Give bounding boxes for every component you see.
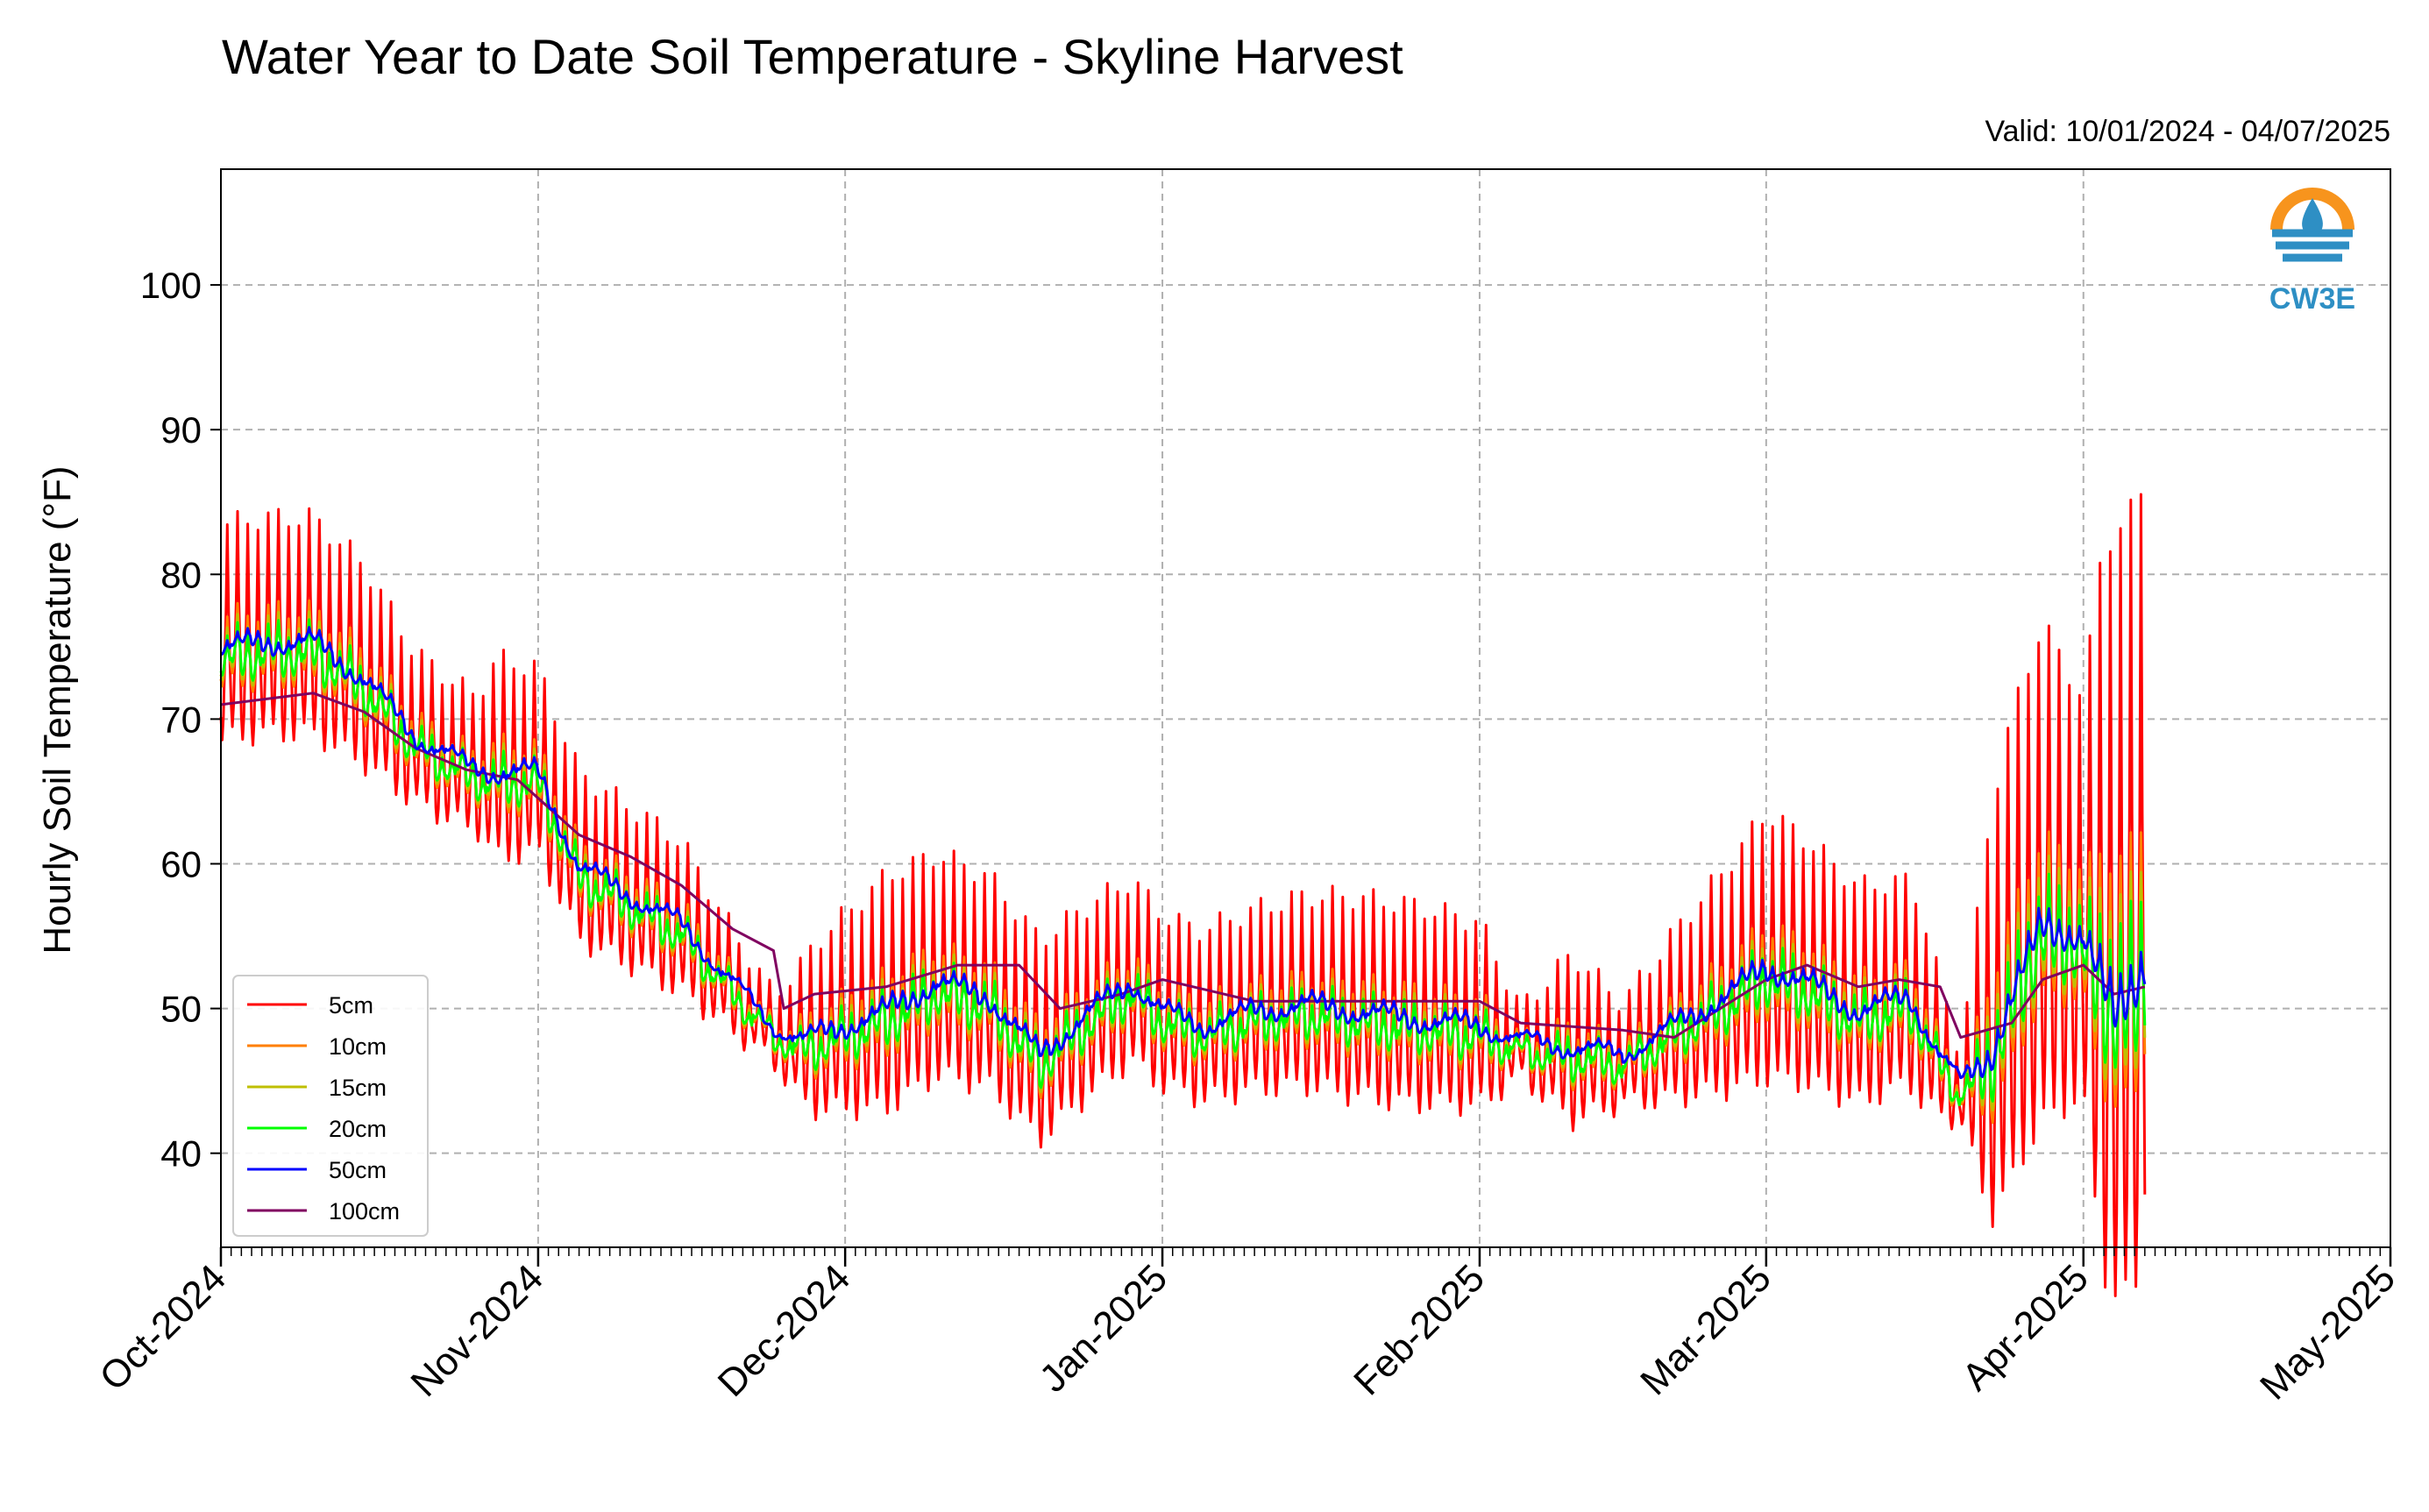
legend-label-10cm: 10cm <box>329 1033 387 1060</box>
y-tick-label: 80 <box>160 554 202 595</box>
valid-range: Valid: 10/01/2024 - 04/07/2025 <box>1985 115 2390 148</box>
y-tick-label: 100 <box>140 265 202 306</box>
series-lines <box>219 493 2147 1297</box>
y-tick-label: 60 <box>160 843 202 884</box>
logo-drop-icon <box>2302 198 2323 236</box>
chart-title: Water Year to Date Soil Temperature - Sk… <box>222 29 1403 84</box>
cw3e-logo: CW3E <box>2269 188 2356 316</box>
legend-box <box>232 975 429 1237</box>
legend-label-100cm: 100cm <box>329 1198 400 1225</box>
series-line-50cm <box>220 626 2147 1080</box>
legend-label-20cm: 20cm <box>329 1116 387 1142</box>
legend-label-50cm: 50cm <box>329 1157 387 1183</box>
legend-label-5cm: 5cm <box>329 992 373 1019</box>
series-line-100cm <box>220 692 2146 1040</box>
legend-label-15cm: 15cm <box>329 1075 387 1101</box>
y-tick-label: 50 <box>160 989 202 1030</box>
y-tick-label: 90 <box>160 409 202 451</box>
logo-waves-icon <box>2272 229 2353 262</box>
y-tick-label: 70 <box>160 699 202 740</box>
y-axis-label: Hourly Soil Temperature (°F) <box>36 465 79 954</box>
logo-text: CW3E <box>2269 282 2355 316</box>
legend: 5cm 10cm 15cm 20cm 50cm 100cm <box>232 975 429 1237</box>
y-axis-ticks: 40 50 60 70 80 90 100 <box>140 265 221 1175</box>
y-tick-label: 40 <box>160 1133 202 1175</box>
